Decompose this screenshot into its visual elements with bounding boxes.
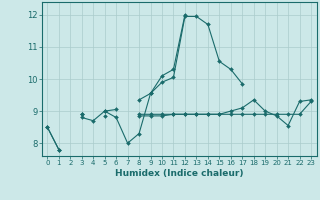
X-axis label: Humidex (Indice chaleur): Humidex (Indice chaleur) [115,169,244,178]
